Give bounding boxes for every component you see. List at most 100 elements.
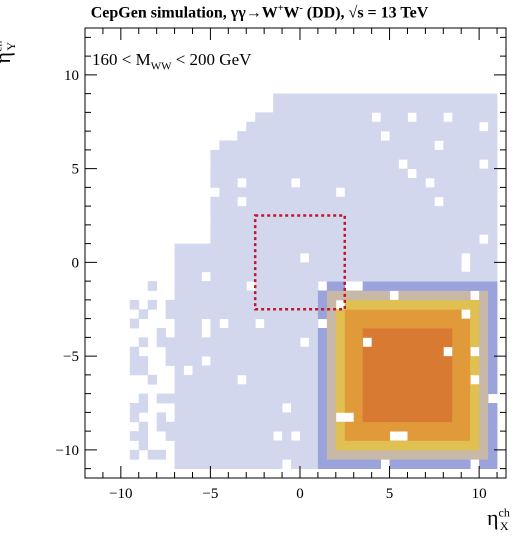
heatmap-cell xyxy=(210,393,220,404)
heatmap-cell xyxy=(282,421,292,432)
heatmap-cell xyxy=(192,337,202,348)
heatmap-cell xyxy=(416,356,426,366)
heatmap-cell xyxy=(192,346,202,357)
heatmap-cell xyxy=(192,431,202,441)
heatmap-cell xyxy=(308,440,319,451)
heatmap-cell xyxy=(228,384,238,395)
heatmap-cell xyxy=(335,290,346,301)
heatmap-cell xyxy=(282,234,292,245)
heatmap-cell xyxy=(353,93,364,104)
heatmap-cell xyxy=(380,299,390,310)
heatmap-cell xyxy=(461,384,471,395)
heatmap-cell xyxy=(326,309,337,320)
heatmap-cell xyxy=(335,224,346,235)
heatmap-cell xyxy=(407,187,417,198)
heatmap-cell xyxy=(443,403,453,413)
heatmap-cell xyxy=(192,309,202,320)
heatmap-cell xyxy=(147,281,158,291)
heatmap-cell xyxy=(371,243,381,254)
heatmap-cell xyxy=(389,309,399,320)
heatmap-cell xyxy=(255,281,265,291)
heatmap-cell xyxy=(353,112,364,123)
heatmap-cell xyxy=(353,140,364,151)
heatmap-cell xyxy=(488,337,498,348)
heatmap-cell xyxy=(371,299,381,310)
heatmap-cell xyxy=(335,140,346,151)
heatmap-cell xyxy=(201,431,211,441)
heatmap-cell xyxy=(183,299,193,310)
heatmap-cell xyxy=(362,384,373,395)
heatmap-cell xyxy=(479,271,489,282)
heatmap-cell xyxy=(317,299,328,310)
heatmap-cell xyxy=(344,384,355,395)
heatmap-cell xyxy=(488,412,498,423)
heatmap-cell xyxy=(389,149,399,160)
heatmap-cell xyxy=(380,253,390,263)
heatmap-cell xyxy=(174,393,184,404)
heatmap-cell xyxy=(488,234,498,245)
heatmap-cell xyxy=(282,187,292,198)
heatmap-cell xyxy=(353,431,364,441)
heatmap-cell xyxy=(308,159,319,170)
heatmap-cell xyxy=(461,187,471,198)
heatmap-cell xyxy=(380,440,390,451)
heatmap-cell xyxy=(326,374,337,385)
heatmap-cell xyxy=(434,393,444,404)
heatmap-cell xyxy=(255,159,265,170)
heatmap-cell xyxy=(291,149,301,160)
heatmap-cell xyxy=(470,271,480,282)
heatmap-cell xyxy=(192,365,202,376)
heatmap-cell xyxy=(299,393,310,404)
heatmap-cell xyxy=(353,159,364,170)
heatmap-cell xyxy=(335,281,346,291)
heatmap-cell xyxy=(434,93,444,104)
heatmap-cell xyxy=(326,365,337,376)
heatmap-cell xyxy=(317,412,328,423)
heatmap-cell xyxy=(488,346,498,357)
heatmap-cell xyxy=(308,234,319,245)
heatmap-cell xyxy=(425,281,435,291)
heatmap-cell xyxy=(308,103,319,113)
heatmap-cell xyxy=(299,290,310,301)
heatmap-cell xyxy=(434,121,444,132)
heatmap-cell xyxy=(443,281,453,291)
heatmap-cell xyxy=(371,412,381,423)
heatmap-cell xyxy=(479,346,489,357)
heatmap-cell xyxy=(273,187,283,198)
heatmap-cell xyxy=(237,421,247,432)
heatmap-cell xyxy=(389,403,399,413)
heatmap-cell xyxy=(255,346,265,357)
heatmap-cell xyxy=(299,309,310,320)
heatmap-cell xyxy=(362,281,373,291)
heatmap-cell xyxy=(317,262,328,273)
heatmap-cell xyxy=(138,440,149,451)
heatmap-cell xyxy=(443,149,453,160)
heatmap-cell xyxy=(291,112,301,123)
heatmap-cell xyxy=(479,243,489,254)
heatmap-cell xyxy=(210,374,220,385)
heatmap-cell xyxy=(353,290,364,301)
heatmap-cell xyxy=(362,149,373,160)
heatmap-cell xyxy=(389,253,399,263)
heatmap-cell xyxy=(380,421,390,432)
heatmap-cell xyxy=(308,112,319,123)
heatmap-cell xyxy=(344,337,355,348)
heatmap-cell xyxy=(273,149,283,160)
heatmap-cell xyxy=(461,337,471,348)
heatmap-cell xyxy=(407,271,417,282)
heatmap-cell xyxy=(210,159,220,170)
heatmap-cell xyxy=(479,215,489,226)
heatmap-cell xyxy=(362,262,373,273)
heatmap-cell xyxy=(470,318,480,329)
y-tick-label: 5 xyxy=(72,162,80,178)
heatmap-cell xyxy=(317,337,328,348)
heatmap-cell xyxy=(398,290,408,301)
heatmap-cell xyxy=(479,131,489,141)
heatmap-cell xyxy=(389,281,399,291)
heatmap-cell xyxy=(344,131,355,141)
heatmap-cell xyxy=(246,449,256,460)
heatmap-cell xyxy=(416,187,426,198)
heatmap-cell xyxy=(353,178,364,188)
heatmap-cell xyxy=(246,271,256,282)
heatmap-cell xyxy=(470,440,480,451)
